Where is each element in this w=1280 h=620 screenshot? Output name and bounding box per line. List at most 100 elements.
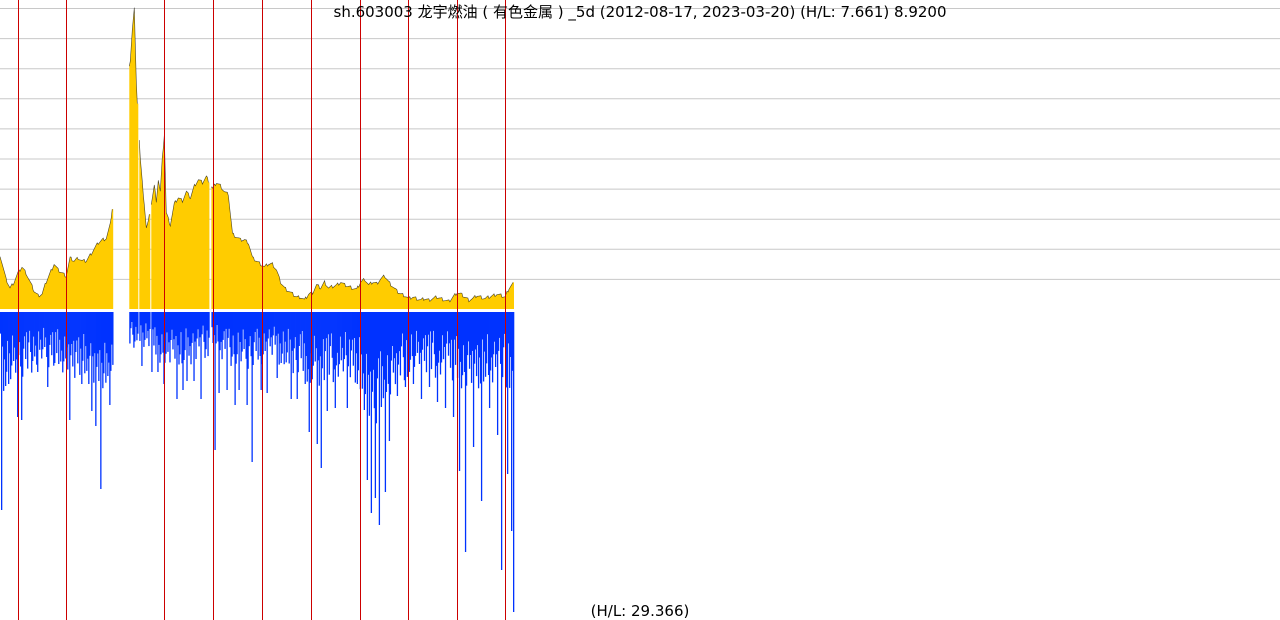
- lower-bar: [82, 312, 84, 361]
- lower-bar: [99, 312, 101, 351]
- lower-bar: [478, 312, 481, 358]
- lower-bar: [224, 312, 226, 349]
- lower-bar: [279, 312, 281, 344]
- lower-bar: [493, 312, 496, 342]
- lower-bar: [412, 312, 415, 384]
- lower-bar: [222, 312, 224, 340]
- lower-bar: [72, 312, 74, 367]
- lower-bar: [3, 312, 5, 391]
- lower-bar: [28, 312, 30, 343]
- lower-bar: [391, 312, 394, 346]
- lower-bar: [356, 312, 358, 384]
- lower-bar: [26, 312, 28, 333]
- lower-bar: [216, 312, 218, 325]
- lower-bar: [350, 312, 352, 351]
- lower-bar: [479, 312, 482, 384]
- lower-bar: [326, 312, 328, 411]
- lower-bar: [131, 312, 133, 322]
- lower-bar: [498, 312, 501, 338]
- lower-bar: [476, 312, 479, 346]
- lower-bar: [93, 312, 95, 383]
- lower-bar: [59, 312, 61, 340]
- lower-bar: [343, 312, 345, 360]
- lower-bar: [434, 312, 437, 378]
- lower-bar: [83, 312, 85, 334]
- lower-bar: [491, 312, 494, 383]
- lower-bar: [49, 312, 51, 345]
- lower-bar: [424, 312, 427, 336]
- lower-bar: [296, 312, 298, 399]
- lower-bar: [41, 312, 43, 359]
- lower-bar: [46, 312, 48, 357]
- lower-bar: [385, 312, 388, 392]
- lower-bar: [50, 312, 52, 335]
- chart-title: sh.603003 龙宇燃油 ( 有色金属 ) _5d (2012-08-17,…: [334, 3, 947, 22]
- lower-bar: [403, 312, 406, 381]
- lower-bar: [139, 312, 141, 341]
- lower-bar: [144, 312, 146, 340]
- lower-bar: [267, 312, 269, 339]
- lower-bar: [411, 312, 414, 357]
- lower-bar: [129, 312, 131, 344]
- lower-bar: [380, 312, 383, 407]
- lower-bar: [32, 312, 34, 361]
- lower-bar: [21, 312, 23, 420]
- lower-bar: [508, 312, 511, 388]
- lower-bar: [62, 312, 64, 373]
- lower-bar: [200, 312, 202, 399]
- lower-bar: [290, 312, 292, 399]
- lower-bar: [63, 312, 65, 362]
- lower-bar: [146, 312, 148, 339]
- lower-bar: [104, 312, 106, 343]
- lower-bar: [280, 312, 282, 363]
- lower-bar: [192, 312, 194, 334]
- lower-bar: [195, 312, 197, 359]
- lower-bar: [244, 312, 246, 340]
- lower-bar: [316, 312, 318, 444]
- lower-bar: [219, 312, 221, 351]
- lower-bar: [241, 312, 243, 352]
- lower-bar: [38, 312, 40, 332]
- lower-bar: [81, 312, 83, 384]
- lower-bar: [22, 312, 24, 377]
- lower-bar: [302, 312, 304, 371]
- lower-bar: [487, 312, 490, 375]
- lower-bar: [276, 312, 278, 378]
- lower-bar: [446, 312, 449, 332]
- lower-bar: [308, 312, 310, 432]
- lower-bar: [470, 312, 473, 383]
- lower-bar: [147, 312, 149, 331]
- lower-bar: [275, 312, 277, 336]
- lower-bar: [247, 312, 249, 369]
- lower-bar: [211, 312, 213, 328]
- lower-bar: [396, 312, 399, 396]
- lower-bar: [499, 312, 502, 364]
- lower-bar: [4, 312, 6, 360]
- lower-bar: [153, 312, 155, 346]
- lower-bar: [135, 312, 137, 327]
- lower-bar: [351, 312, 353, 340]
- lower-bar: [322, 312, 324, 340]
- lower-bar: [335, 312, 337, 366]
- lower-bar: [176, 312, 178, 399]
- lower-bar: [473, 312, 476, 364]
- lower-bar: [43, 312, 45, 328]
- lower-bar: [194, 312, 196, 342]
- lower-bar: [2, 312, 4, 347]
- lower-bar: [269, 312, 271, 347]
- lower-bar: [12, 312, 14, 336]
- lower-bar: [234, 312, 236, 405]
- lower-bar: [199, 312, 201, 338]
- lower-bar: [36, 312, 38, 365]
- lower-bar: [414, 312, 417, 356]
- lower-bar: [494, 312, 497, 367]
- lower-bar: [9, 312, 11, 354]
- upper-area-outline: [139, 140, 150, 228]
- lower-bar: [180, 312, 182, 333]
- lower-bar: [98, 312, 100, 381]
- lower-bar: [333, 312, 335, 370]
- lower-bar: [68, 312, 70, 345]
- lower-bar: [328, 312, 330, 375]
- lower-bar: [258, 312, 260, 338]
- lower-bar: [392, 312, 395, 373]
